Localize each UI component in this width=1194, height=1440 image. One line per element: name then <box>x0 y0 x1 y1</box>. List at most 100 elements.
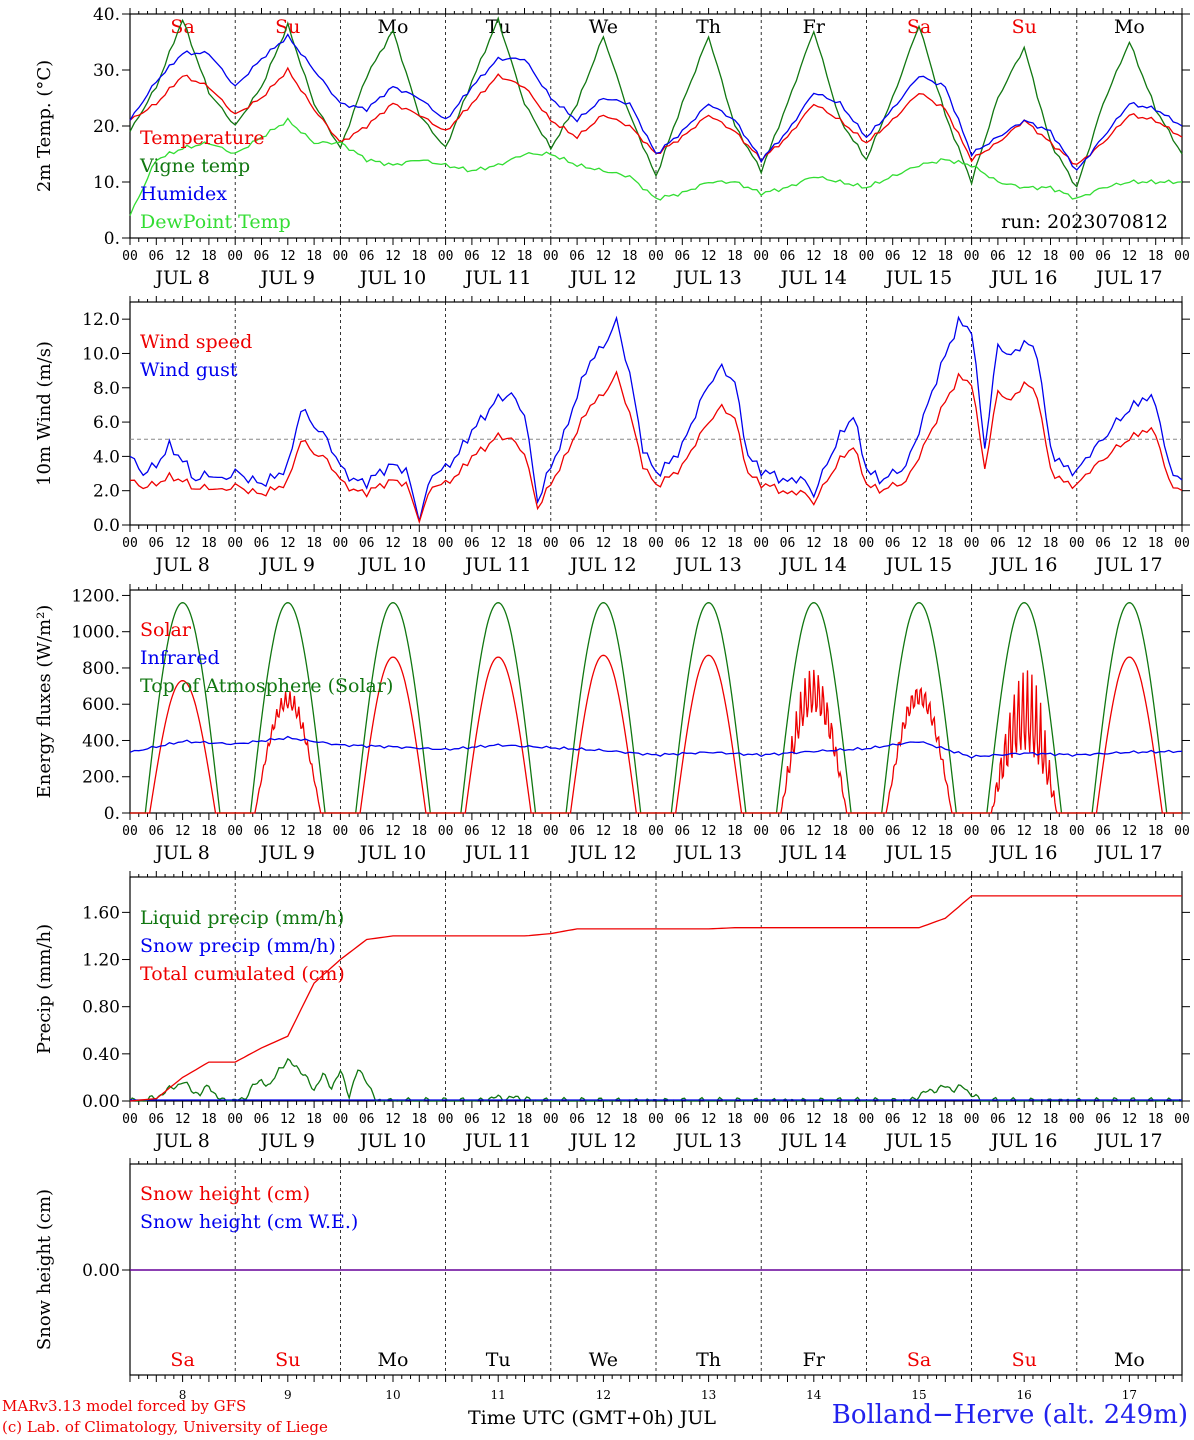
precip-y-tick-label: 0.00 <box>82 1092 120 1112</box>
wind-hour-label: 12 <box>490 536 506 551</box>
energy-hour-label: 06 <box>359 824 375 839</box>
precip-hour-label: 00 <box>859 1112 875 1127</box>
infrared-line <box>129 735 1183 759</box>
precip-hour-label: 18 <box>306 1112 322 1127</box>
wind-hour-label: 06 <box>674 536 690 551</box>
temp-hour-label: 06 <box>674 249 690 264</box>
precip-legend-0: Liquid precip (mm/h) <box>140 907 344 929</box>
precip-hour-label: 18 <box>1148 1112 1164 1127</box>
energy-y-tick-label: 400. <box>82 731 120 751</box>
wind-date-label: JUL 13 <box>673 554 741 576</box>
precip-hour-label: 18 <box>832 1112 848 1127</box>
temp-legend-3: DewPoint Temp <box>140 211 291 233</box>
energy-date-label: JUL 11 <box>463 842 531 864</box>
energy-y-axis-label: Energy fluxes (W/m²) <box>34 605 55 799</box>
energy-y-tick-label: 1000. <box>71 623 120 643</box>
energy-hour-label: 00 <box>333 824 349 839</box>
temp-y-axis-label: 2m Temp. (°C) <box>34 60 55 192</box>
precip-hour-label: 06 <box>569 1112 585 1127</box>
wind-hour-label: 06 <box>1095 536 1111 551</box>
energy-legend-0: Solar <box>140 619 192 641</box>
wind-date-label: JUL 14 <box>779 554 847 576</box>
precip-hour-label: 12 <box>701 1112 717 1127</box>
day-number-label: 17 <box>1122 1388 1137 1402</box>
temp-date-label: JUL 9 <box>259 267 315 289</box>
precip-hour-label: 00 <box>964 1112 980 1127</box>
temp-hour-label: 00 <box>1069 249 1085 264</box>
temp-day-name: Th <box>696 16 721 38</box>
precip-y-tick-label: 1.60 <box>82 903 120 923</box>
temp-date-label: JUL 8 <box>153 267 209 289</box>
solar-line <box>130 654 1182 814</box>
wind-date-label: JUL 10 <box>358 554 426 576</box>
energy-hour-label: 06 <box>674 824 690 839</box>
wind-hour-label: 18 <box>306 536 322 551</box>
energy-hour-label: 00 <box>543 824 559 839</box>
temp-day-name: Fr <box>803 16 826 38</box>
energy-hour-label: 00 <box>1069 824 1085 839</box>
wind-hour-label: 00 <box>1069 536 1085 551</box>
energy-hour-label: 12 <box>280 824 296 839</box>
wind-date-label: JUL 15 <box>884 554 952 576</box>
precip-hour-label: 18 <box>411 1112 427 1127</box>
energy-hour-label: 18 <box>727 824 743 839</box>
temp-day-name: We <box>589 16 618 38</box>
temp-hour-label: 06 <box>990 249 1006 264</box>
wind-hour-label: 06 <box>569 536 585 551</box>
temp-hour-label: 18 <box>411 249 427 264</box>
precip-hour-label: 12 <box>911 1112 927 1127</box>
energy-hour-label: 18 <box>937 824 953 839</box>
temp-legend-0: Temperature <box>140 127 264 149</box>
energy-hour-label: 06 <box>780 824 796 839</box>
wind-date-label: JUL 11 <box>463 554 531 576</box>
wind-y-tick-label: 6.0 <box>93 413 120 433</box>
energy-hour-label: 00 <box>859 824 875 839</box>
precip-hour-label: 12 <box>175 1112 191 1127</box>
precip-hour-label: 18 <box>1043 1112 1059 1127</box>
precip-hour-label: 00 <box>1174 1112 1190 1127</box>
temp-hour-label: 12 <box>175 249 191 264</box>
wind-hour-label: 18 <box>201 536 217 551</box>
precip-hour-label: 00 <box>333 1112 349 1127</box>
copyright-credit: (c) Lab. of Climatology, University of L… <box>2 1418 328 1436</box>
wind-hour-label: 06 <box>464 536 480 551</box>
energy-hour-label: 18 <box>411 824 427 839</box>
wind-hour-label: 12 <box>385 536 401 551</box>
energy-hour-label: 00 <box>648 824 664 839</box>
wind-hour-label: 12 <box>1016 536 1032 551</box>
temp-hour-label: 00 <box>227 249 243 264</box>
precip-hour-label: 00 <box>122 1112 138 1127</box>
wind-y-tick-label: 8.0 <box>93 379 120 399</box>
day-number-label: 13 <box>701 1388 716 1402</box>
precip-hour-label: 18 <box>517 1112 533 1127</box>
day-number-label: 15 <box>911 1388 926 1402</box>
energy-hour-label: 18 <box>201 824 217 839</box>
dewpoint-line <box>129 117 1183 216</box>
temp-hour-label: 12 <box>806 249 822 264</box>
temp-day-name: Mo <box>378 16 409 38</box>
temp-y-tick-label: 20. <box>93 117 120 137</box>
wind-hour-label: 18 <box>727 536 743 551</box>
wind-hour-label: 18 <box>517 536 533 551</box>
energy-legend-2: Top of Atmosphere (Solar) <box>140 675 393 697</box>
wind-speed-line <box>129 370 1183 525</box>
day-number-label: 12 <box>596 1388 611 1402</box>
energy-hour-label: 06 <box>464 824 480 839</box>
energy-y-tick-label: 200. <box>82 768 120 788</box>
wind-y-tick-label: 12.0 <box>82 310 120 330</box>
precip-hour-label: 00 <box>438 1112 454 1127</box>
snow-legend-0: Snow height (cm) <box>140 1183 310 1205</box>
precip-hour-label: 12 <box>490 1112 506 1127</box>
wind-hour-label: 12 <box>175 536 191 551</box>
temp-date-label: JUL 16 <box>989 267 1057 289</box>
precip-hour-label: 18 <box>937 1112 953 1127</box>
temp-hour-label: 00 <box>964 249 980 264</box>
temp-hour-label: 12 <box>701 249 717 264</box>
precip-hour-label: 12 <box>280 1112 296 1127</box>
precip-y-axis-label: Precip (mm/h) <box>34 924 55 1054</box>
precip-hour-label: 06 <box>1095 1112 1111 1127</box>
temp-hour-label: 06 <box>1095 249 1111 264</box>
wind-hour-label: 00 <box>543 536 559 551</box>
temp-date-label: JUL 13 <box>673 267 741 289</box>
wind-hour-label: 06 <box>359 536 375 551</box>
